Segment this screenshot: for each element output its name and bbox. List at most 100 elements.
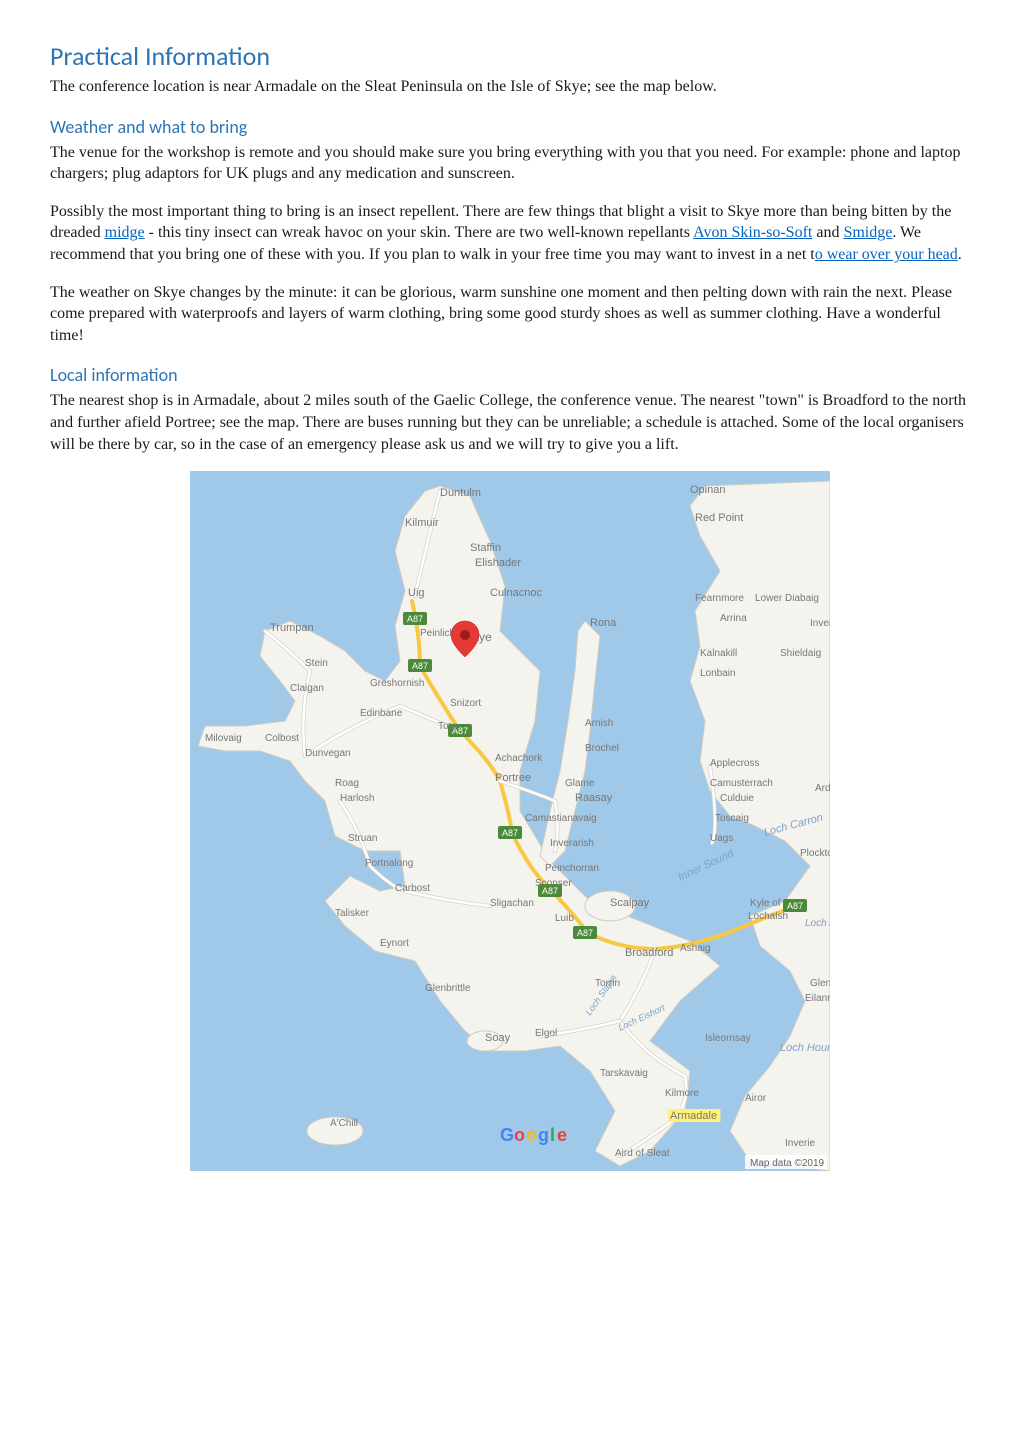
svg-text:Portnalong: Portnalong (365, 858, 413, 869)
svg-text:Eilanreach: Eilanreach (805, 993, 830, 1004)
svg-text:g: g (538, 1125, 549, 1145)
svg-text:Sconser: Sconser (535, 878, 572, 889)
svg-text:A87: A87 (502, 828, 518, 838)
svg-text:Applecross: Applecross (710, 758, 759, 769)
svg-text:Trumpan: Trumpan (270, 622, 314, 634)
svg-text:Colbost: Colbost (265, 733, 299, 744)
weather-p2: Possibly the most important thing to bri… (50, 201, 970, 266)
svg-text:Harlosh: Harlosh (340, 793, 374, 804)
svg-text:o: o (526, 1125, 537, 1145)
svg-text:Tote: Tote (438, 721, 457, 732)
svg-text:A87: A87 (407, 614, 423, 624)
svg-text:Inverarish: Inverarish (550, 838, 594, 849)
svg-text:Lower Diabaig: Lower Diabaig (755, 593, 819, 604)
svg-text:Loch A: Loch A (805, 918, 830, 929)
svg-text:Duntulm: Duntulm (440, 487, 481, 499)
map-container: A87A87A87A87A87A87A87Loch CarronInner So… (50, 471, 970, 1171)
svg-text:Carbost: Carbost (395, 883, 430, 894)
svg-text:Arnish: Arnish (585, 718, 613, 729)
svg-text:Claigan: Claigan (290, 683, 324, 694)
svg-text:Peinlich: Peinlich (420, 628, 455, 639)
svg-text:Isleornsay: Isleornsay (705, 1033, 751, 1044)
svg-text:Culduie: Culduie (720, 793, 754, 804)
svg-text:Shieldaig: Shieldaig (780, 648, 821, 659)
svg-text:Lochalsh: Lochalsh (748, 911, 788, 922)
svg-text:Camusterrach: Camusterrach (710, 778, 773, 789)
svg-text:Culnacnoc: Culnacnoc (490, 587, 542, 599)
svg-text:Kyle of: Kyle of (750, 898, 781, 909)
svg-text:Edinbane: Edinbane (360, 708, 403, 719)
svg-text:Elgol: Elgol (535, 1028, 557, 1039)
svg-text:G: G (500, 1125, 514, 1145)
svg-text:Plockton: Plockton (800, 848, 830, 859)
svg-text:Roag: Roag (335, 778, 359, 789)
svg-text:Luib: Luib (555, 913, 574, 924)
skye-map: A87A87A87A87A87A87A87Loch CarronInner So… (190, 471, 830, 1171)
svg-text:Raasay: Raasay (575, 792, 613, 804)
svg-text:Dunvegan: Dunvegan (305, 748, 351, 759)
svg-text:Inverie: Inverie (785, 1138, 815, 1149)
svg-text:Sligachan: Sligachan (490, 898, 534, 909)
weather-heading: Weather and what to bring (50, 116, 970, 138)
local-heading: Local information (50, 364, 970, 386)
svg-text:Glenbrittle: Glenbrittle (425, 983, 471, 994)
svg-text:Tarskavaig: Tarskavaig (600, 1068, 648, 1079)
svg-text:o: o (514, 1125, 525, 1145)
svg-text:Achachork: Achachork (495, 753, 543, 764)
svg-text:A87: A87 (787, 901, 803, 911)
svg-text:Struan: Struan (348, 833, 377, 844)
svg-text:Ard: Ard (815, 783, 830, 794)
svg-text:Portree: Portree (495, 772, 531, 784)
weather-p3: The weather on Skye changes by the minut… (50, 282, 970, 347)
local-p1: The nearest shop is in Armadale, about 2… (50, 390, 970, 455)
svg-text:Red Point: Red Point (695, 512, 743, 524)
avon-link[interactable]: Avon Skin-so-Soft (693, 224, 812, 241)
intro-paragraph: The conference location is near Armadale… (50, 76, 970, 98)
page-title: Practical Information (50, 40, 970, 72)
head-net-link[interactable]: o wear over your head (815, 246, 958, 263)
svg-text:Kalnakill: Kalnakill (700, 648, 737, 659)
weather-p1: The venue for the workshop is remote and… (50, 142, 970, 185)
svg-text:Airor: Airor (745, 1093, 767, 1104)
svg-text:Brochel: Brochel (585, 743, 619, 754)
svg-text:Rona: Rona (590, 617, 617, 629)
svg-text:Snizort: Snizort (450, 698, 481, 709)
svg-text:A87: A87 (412, 661, 428, 671)
svg-text:Kilmuir: Kilmuir (405, 517, 439, 529)
svg-text:Camastianavaig: Camastianavaig (525, 813, 597, 824)
svg-text:Eynort: Eynort (380, 938, 409, 949)
svg-text:Milovaig: Milovaig (205, 733, 242, 744)
svg-text:Elishader: Elishader (475, 557, 521, 569)
midge-and: and (812, 224, 843, 241)
smidge-link[interactable]: Smidge (843, 224, 892, 241)
svg-text:Loch Hourn: Loch Hourn (780, 1042, 830, 1054)
svg-text:Toscaig: Toscaig (715, 813, 749, 824)
svg-text:Scalpay: Scalpay (610, 897, 650, 909)
svg-text:Broadford: Broadford (625, 947, 673, 959)
svg-text:Peinchorran: Peinchorran (545, 863, 599, 874)
svg-text:Fearnmore: Fearnmore (695, 593, 744, 604)
svg-text:Talisker: Talisker (335, 908, 370, 919)
svg-text:Inver: Inver (810, 618, 830, 629)
svg-text:l: l (550, 1125, 555, 1145)
svg-text:Aird of Sleat: Aird of Sleat (615, 1148, 670, 1159)
svg-text:Kilmore: Kilmore (665, 1088, 699, 1099)
svg-text:Uags: Uags (710, 833, 733, 844)
svg-text:Glen: Glen (810, 978, 830, 989)
svg-text:Glame: Glame (565, 778, 595, 789)
svg-text:Uig: Uig (408, 587, 425, 599)
svg-text:Arrina: Arrina (720, 613, 747, 624)
midge-link[interactable]: midge (105, 224, 145, 241)
midge-end: . (958, 246, 962, 263)
svg-text:Torrin: Torrin (595, 978, 620, 989)
svg-text:Stein: Stein (305, 658, 328, 669)
svg-text:Opinan: Opinan (690, 484, 725, 496)
svg-text:Staffin: Staffin (470, 542, 501, 554)
svg-text:Map data ©2019: Map data ©2019 (750, 1158, 825, 1169)
svg-text:Lonbain: Lonbain (700, 668, 736, 679)
svg-text:Soay: Soay (485, 1032, 511, 1044)
midge-text-1: - this tiny insect can wreak havoc on yo… (145, 224, 693, 241)
svg-text:e: e (557, 1125, 567, 1145)
svg-text:A'Chill: A'Chill (330, 1118, 358, 1129)
svg-text:Armadale: Armadale (670, 1110, 717, 1122)
